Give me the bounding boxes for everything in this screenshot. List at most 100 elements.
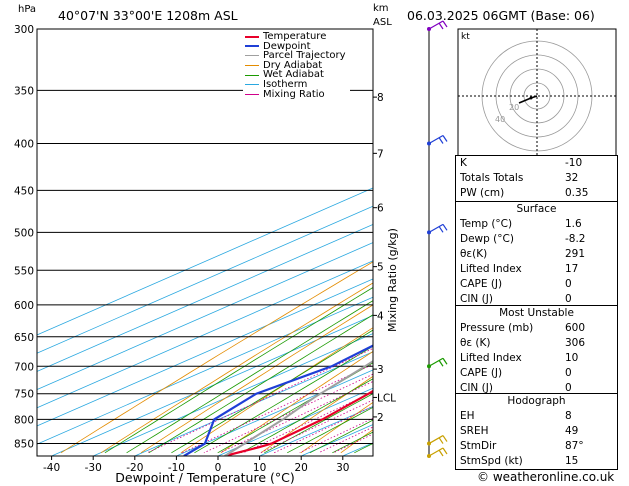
pressure-tick-label: 700 [14,361,34,373]
legend-swatch [245,84,259,86]
legend-label: Temperature [263,31,327,42]
hodograph-unit: kt [461,32,470,42]
isotherm-line [37,278,373,427]
table-row: SREH 49 [456,424,617,439]
mixing-ratio-line [260,399,373,454]
legend-swatch [245,65,259,67]
row-label: Pressure (mb) [460,322,534,334]
isotherm-line [134,351,373,456]
isotherm-line [37,260,373,409]
row-value: 17 [565,263,579,275]
dry-adiabat-line [140,304,373,454]
row-label: Lifted Index [460,352,522,364]
row-label: Lifted Index [460,263,522,275]
height-tick-label: 3 [377,364,384,376]
wet-adiabat-line [264,393,373,454]
dry-adiabat-line [260,375,373,454]
row-value: 306 [565,337,586,349]
legend-swatch [245,93,259,95]
wind-barb [427,357,448,369]
row-value: 0 [565,278,572,290]
mixing-ratio-axis-label: Mixing Ratio (g/kg) [386,228,399,332]
isotherm-line [37,223,373,372]
pressure-tick-label: 500 [14,227,34,239]
pressure-tick-label: 300 [14,24,34,36]
wet-adiabat-line [126,300,373,454]
legend-label: Parcel Trajectory [263,50,346,62]
table-row: EH 8 [456,409,617,424]
legend-label: Mixing Ratio [263,88,325,100]
wind-barb [427,447,448,458]
wet-adiabat-line [148,314,373,454]
row-value: 87° [565,440,584,452]
row-label: CIN (J) [460,382,493,394]
dry-adiabat-line [300,401,373,454]
wet-adiabat-line [104,287,373,454]
row-label: Totals Totals [460,172,524,184]
dry-adiabat-line [621,29,629,453]
row-value: -8.2 [565,233,586,245]
dry-adiabat-line [100,282,373,454]
height-tick-label: 4 [377,310,384,322]
pressure-tick-label: 400 [14,139,34,151]
isotherm-line [37,296,373,445]
row-label: Temp (°C) [460,218,513,230]
row-label: Dewp (°C) [460,233,514,245]
table-row: Totals Totals 32 [456,171,617,186]
row-label: CIN (J) [460,293,493,305]
dry-adiabat-line [180,327,373,454]
legend-label: Dry Adiabat [263,59,323,71]
row-label: EH [460,410,475,422]
wind-barb [427,134,448,146]
legend-item: Wet Adiabat [245,70,346,80]
table-row: Lifted Index 17 [456,262,617,277]
location-title: 40°07'N 33°00'E 1208m ASL [58,8,238,23]
row-label: θε (K) [460,337,491,349]
series-line-parcel-trajectory [224,359,373,456]
pressure-tick-label: 750 [14,389,34,401]
mixing-ratio-line [147,348,373,454]
mixing-ratio-line [299,417,373,454]
pressure-tick-label: 850 [14,439,34,451]
pressure-unit: hPa [18,4,37,15]
datetime-title: 06.03.2025 06GMT (Base: 06) [407,8,595,23]
row-value: 0 [565,293,572,305]
table-row: Temp (°C) 1.6 [456,217,617,232]
isotherm-line [37,242,373,391]
legend-swatch [245,74,259,76]
asl-unit: ASL [373,17,392,28]
wind-barb [427,435,448,446]
wet-adiabat-line [217,362,373,454]
x-tick-label: 0 [215,462,222,474]
row-value: 291 [565,248,586,260]
hodograph-panel: Hodograph EH 8 SREH 49 StmDir 87° StmSpd (kt) 1… [455,393,618,470]
legend-swatch [245,35,259,38]
pressure-tick-label: 600 [14,300,34,312]
legend-item: Isotherm [245,80,346,90]
wet-adiabat-line [240,378,373,454]
legend-label: Dewpoint [263,40,311,52]
table-row: Pressure (mb) 600 [456,321,617,336]
table-row: CIN (J) 0 [456,292,617,307]
isotherm-line [176,369,373,456]
table-row: CAPE (J) 0 [456,366,617,381]
legend-label: Isotherm [263,78,308,90]
table-row: θε(K) 291 [456,247,617,262]
x-tick-label: -10 [168,462,185,474]
km-unit: km [373,3,389,14]
table-row: θε (K) 306 [456,336,617,351]
legend-item: Temperature [245,32,346,42]
x-tick-label: 10 [253,462,266,474]
row-label: StmDir [460,440,497,452]
dry-adiabat-line [60,261,373,454]
x-tick-label: -30 [85,462,102,474]
table-row: Lifted Index 10 [456,351,617,366]
height-tick-label: 8 [377,92,384,104]
x-tick-label: 20 [295,462,308,474]
series-line-dewpoint [183,344,373,456]
pressure-tick-label: 650 [14,332,34,344]
table-row: K -10 [456,156,617,171]
row-label: K [460,157,467,169]
most-unstable-title: Most Unstable [499,307,574,319]
